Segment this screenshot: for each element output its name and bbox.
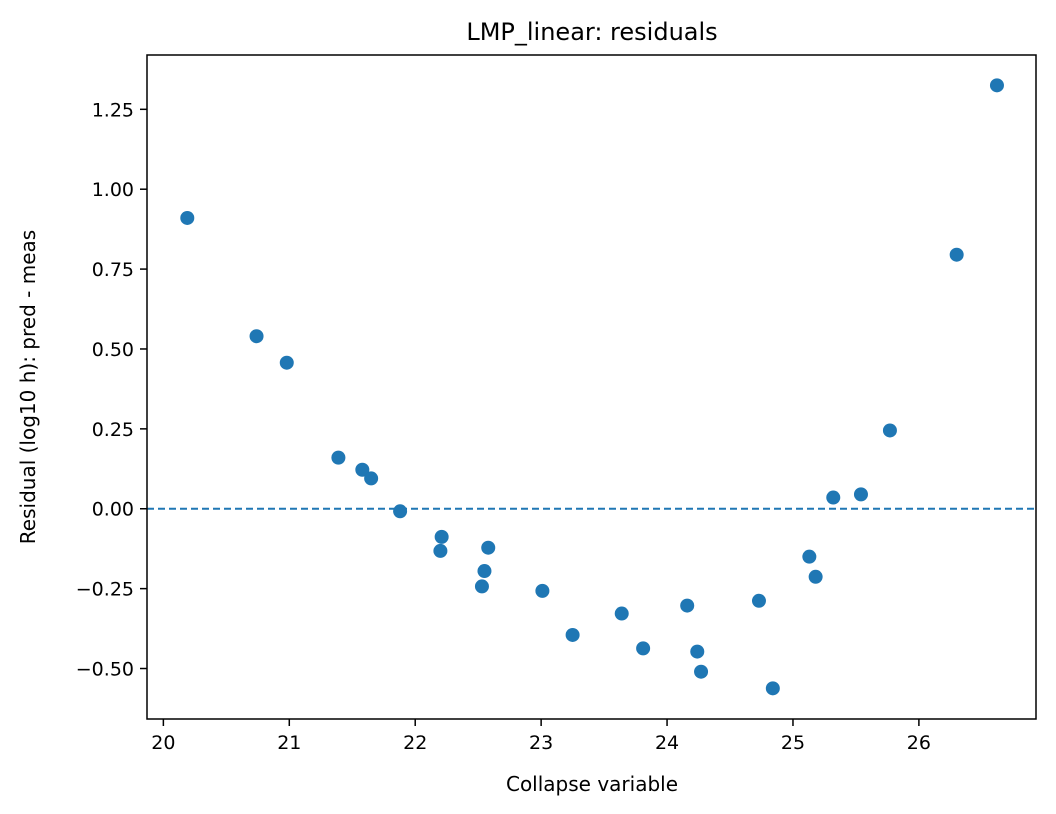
data-point (180, 210, 195, 225)
data-point (249, 329, 264, 344)
data-point (355, 462, 370, 477)
data-point (331, 450, 346, 465)
data-point (808, 569, 823, 584)
x-tick-label: 26 (907, 732, 931, 754)
data-point (364, 471, 379, 486)
y-tick-label: 1.00 (92, 179, 134, 201)
data-point (694, 664, 709, 679)
data-point (826, 490, 841, 505)
data-point (565, 627, 580, 642)
data-point (751, 593, 766, 608)
x-tick-label: 20 (151, 732, 175, 754)
y-tick-label: 0.75 (92, 259, 134, 281)
x-tick-label: 25 (781, 732, 805, 754)
x-tick-label: 24 (655, 732, 679, 754)
data-point (393, 504, 408, 519)
data-point (680, 598, 695, 613)
data-point (481, 540, 496, 555)
data-point (690, 644, 705, 659)
data-point (636, 641, 651, 656)
data-point (989, 78, 1004, 93)
data-point (474, 579, 489, 594)
data-point (802, 549, 817, 564)
y-tick-label: −0.50 (76, 659, 134, 681)
data-point (433, 543, 448, 558)
x-tick-label: 22 (403, 732, 427, 754)
data-point (949, 247, 964, 262)
data-point (535, 583, 550, 598)
data-point (477, 564, 492, 579)
y-tick-label: 0.50 (92, 339, 134, 361)
x-tick-label: 23 (529, 732, 553, 754)
y-tick-label: −0.25 (76, 579, 134, 601)
plot-frame (146, 54, 1037, 720)
data-point (434, 529, 449, 544)
data-point (279, 355, 294, 370)
y-tick-label: 0.25 (92, 419, 134, 441)
x-axis-label: Collapse variable (506, 772, 678, 796)
y-tick-label: 1.25 (92, 99, 134, 121)
y-axis-label: Residual (log10 h): pred - meas (16, 230, 40, 544)
data-point (614, 606, 629, 621)
chart-title: LMP_linear: residuals (466, 18, 717, 46)
y-axis-ticks: −0.50 −0.25 0.00 0.25 0.50 0.75 1.00 1.25 (76, 99, 147, 681)
data-point (765, 681, 780, 696)
y-tick-label: 0.00 (92, 499, 134, 521)
data-point (882, 423, 897, 438)
data-point (853, 487, 868, 502)
x-tick-label: 21 (277, 732, 301, 754)
points-layer (180, 78, 1004, 696)
x-axis-ticks: 20 21 22 23 24 25 26 (151, 719, 931, 754)
